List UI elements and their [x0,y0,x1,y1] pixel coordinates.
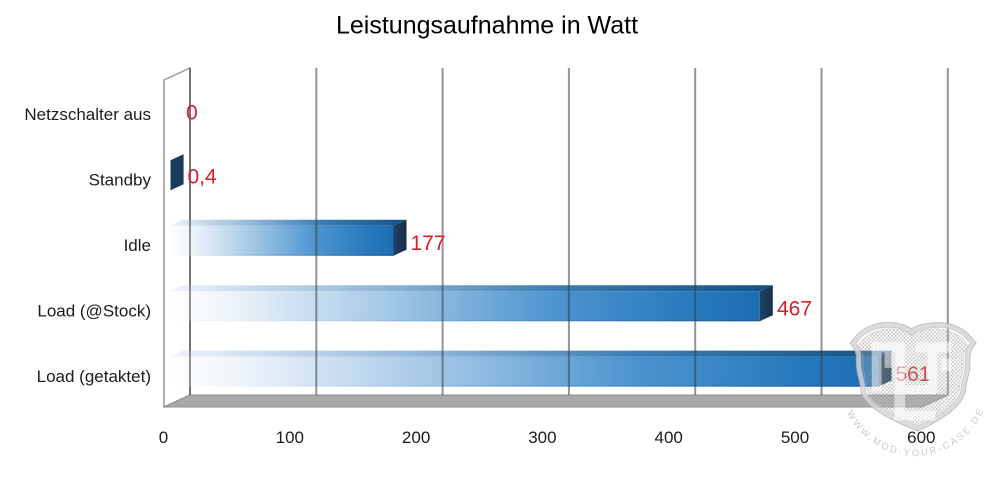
svg-text:0: 0 [159,428,168,447]
svg-text:Idle: Idle [124,236,151,255]
svg-text:200: 200 [402,428,430,447]
svg-text:600: 600 [907,428,935,447]
svg-text:400: 400 [655,428,683,447]
svg-text:177: 177 [411,232,446,255]
svg-text:100: 100 [276,428,304,447]
svg-text:500: 500 [781,428,809,447]
svg-text:467: 467 [777,298,812,321]
svg-text:Leistungsaufnahme in Watt: Leistungsaufnahme in Watt [336,12,638,40]
svg-text:Standby: Standby [89,171,152,190]
svg-text:Load (getaktet): Load (getaktet) [37,367,151,386]
svg-text:0: 0 [186,102,198,125]
svg-text:300: 300 [528,428,556,447]
svg-text:Load (@Stock): Load (@Stock) [37,301,151,320]
svg-text:Netzschalter aus: Netzschalter aus [24,105,151,124]
svg-text:0,4: 0,4 [188,166,218,189]
